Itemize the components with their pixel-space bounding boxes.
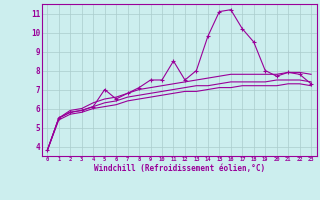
- X-axis label: Windchill (Refroidissement éolien,°C): Windchill (Refroidissement éolien,°C): [94, 164, 265, 173]
